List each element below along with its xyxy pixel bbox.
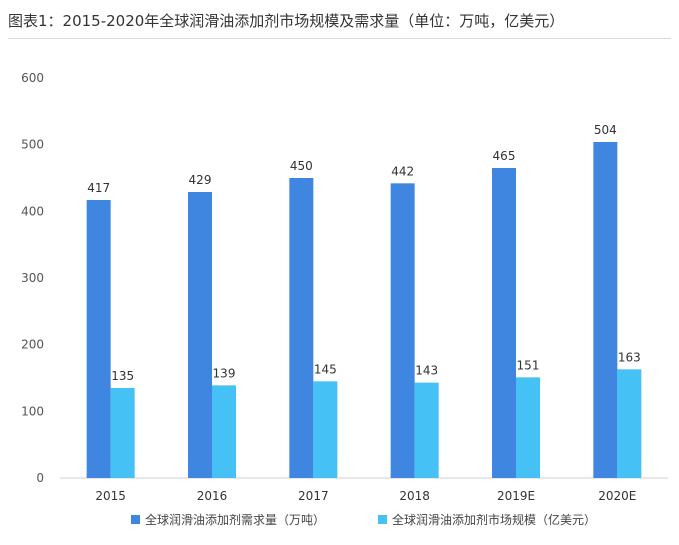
bar-market <box>212 385 236 478</box>
legend-item-demand: 全球润滑油添加剂需求量（万吨） <box>131 511 325 528</box>
y-tick-label: 0 <box>36 471 44 485</box>
chart-legend: 全球润滑油添加剂需求量（万吨） 全球润滑油添加剂市场规模（亿美元） <box>0 511 679 531</box>
bar-demand <box>188 192 212 478</box>
bar-demand <box>390 183 415 479</box>
bar-market <box>414 382 439 478</box>
data-label-demand: 450 <box>290 159 313 173</box>
legend-item-market: 全球润滑油添加剂市场规模（亿美元） <box>378 511 596 528</box>
bar-demand <box>289 178 314 478</box>
x-tick-label: 2018 <box>399 489 430 503</box>
data-label-market: 143 <box>415 364 438 378</box>
data-label-demand: 465 <box>493 149 516 163</box>
y-tick-label: 600 <box>21 71 44 85</box>
x-tick-label: 2019E <box>497 489 535 503</box>
data-label-market: 139 <box>213 366 236 380</box>
data-label-demand: 504 <box>594 123 617 137</box>
bar-demand <box>593 142 618 478</box>
data-label-demand: 417 <box>87 181 110 195</box>
data-label-market: 135 <box>111 369 134 383</box>
x-tick-label: 2016 <box>197 489 228 503</box>
y-tick-label: 400 <box>21 204 44 218</box>
bar-demand <box>492 168 516 478</box>
bar-market <box>110 388 135 478</box>
y-tick-label: 200 <box>21 338 44 352</box>
data-label-market: 145 <box>314 362 337 376</box>
data-label-demand: 442 <box>391 164 414 178</box>
data-label-market: 151 <box>517 358 540 372</box>
x-tick-label: 2015 <box>95 489 126 503</box>
data-label-demand: 429 <box>189 173 212 187</box>
legend-label-demand: 全球润滑油添加剂需求量（万吨） <box>145 513 326 527</box>
legend-swatch-market <box>378 515 387 524</box>
title-divider <box>8 38 671 39</box>
data-label-market: 163 <box>618 350 641 364</box>
y-tick-label: 500 <box>21 138 44 152</box>
bar-demand <box>86 200 111 478</box>
bar-market <box>516 377 540 478</box>
legend-swatch-demand <box>131 515 140 524</box>
y-tick-label: 100 <box>21 404 44 418</box>
chart-title: 图表1：2015-2020年全球润滑油添加剂市场规模及需求量（单位：万吨，亿美元… <box>8 12 565 30</box>
bar-market <box>617 369 642 478</box>
x-tick-label: 2017 <box>298 489 329 503</box>
bar-market <box>313 381 338 478</box>
y-tick-label: 300 <box>21 271 44 285</box>
x-tick-label: 2020E <box>598 489 636 503</box>
legend-label-market: 全球润滑油添加剂市场规模（亿美元） <box>392 513 597 527</box>
